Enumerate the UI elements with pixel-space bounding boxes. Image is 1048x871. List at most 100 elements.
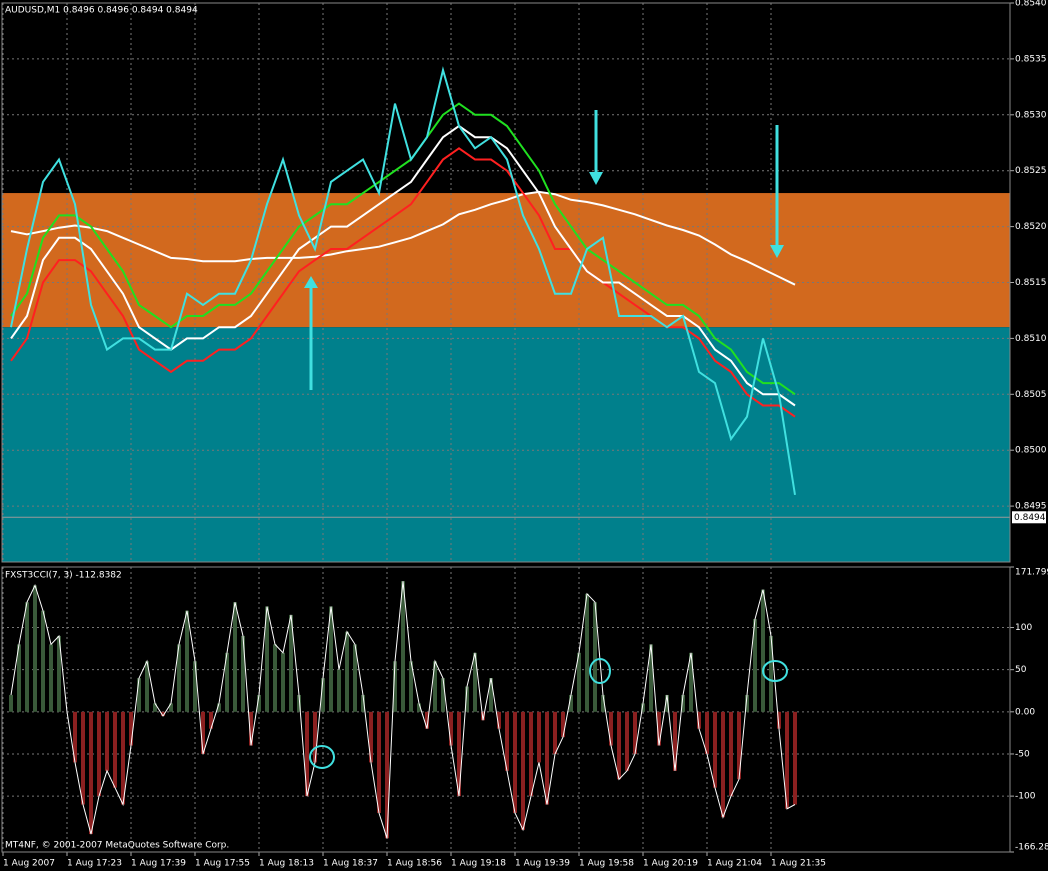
histogram-bar	[769, 635, 773, 712]
histogram-bar	[753, 619, 757, 712]
histogram-bar	[33, 585, 37, 712]
histogram-bar	[25, 602, 29, 712]
histogram-bar	[401, 581, 405, 712]
price-line	[10, 124, 796, 407]
y-tick-label: 0.8540	[1015, 0, 1047, 9]
histogram-bar	[569, 694, 573, 712]
histogram-bar	[41, 610, 45, 712]
histogram-bar	[577, 652, 581, 712]
y-tick-label: 0.00	[1015, 707, 1035, 717]
histogram-bar	[745, 694, 749, 712]
histogram-bar	[345, 631, 349, 712]
histogram-bar	[233, 602, 237, 712]
histogram-bar	[617, 711, 621, 780]
x-tick-label: 1 Aug 17:55	[195, 859, 250, 869]
histogram-bar	[73, 711, 77, 763]
histogram-bar	[81, 711, 85, 805]
histogram-bar	[737, 711, 741, 780]
y-tick-label: 171.799	[1015, 568, 1048, 578]
histogram-bar	[417, 703, 421, 712]
x-tick-label: 1 Aug 19:58	[579, 859, 634, 869]
histogram-bar	[777, 711, 781, 729]
histogram-bar	[281, 652, 285, 712]
histogram-bar	[625, 711, 629, 771]
oscillator-panel: 171.799 100 50 0.00 -50 -100 -166.289 1 Aug 200…	[1, 566, 1048, 869]
chart-title: AUDUSD,M1 0.8496 0.8496 0.8494 0.8494	[5, 6, 198, 16]
y-tick-label: -100	[1015, 792, 1036, 802]
histogram-bar	[393, 661, 397, 712]
histogram-bar	[297, 694, 301, 712]
histogram-bar	[729, 711, 733, 797]
price-line	[10, 190, 796, 286]
histogram-bar	[305, 711, 309, 797]
histogram-bar	[505, 711, 509, 771]
histogram-bar	[561, 711, 565, 738]
histogram-bar	[481, 711, 485, 721]
indicator-title: FXST3CCI(7, 3) -112.8382	[5, 571, 122, 581]
histogram-bar	[793, 711, 797, 805]
x-tick-label: 1 Aug 19:39	[515, 859, 570, 869]
histogram-bar	[697, 711, 701, 729]
x-tick-label: 1 Aug 18:13	[259, 859, 314, 869]
histogram-bar	[361, 694, 365, 712]
up-arrow-head	[304, 276, 318, 288]
y-tick-label: 0.8520	[1015, 222, 1047, 232]
histogram-bar	[337, 669, 341, 712]
histogram-bar	[385, 711, 389, 839]
histogram-bar	[369, 711, 373, 763]
y-tick-label: 100	[1015, 623, 1032, 633]
histogram-bar	[601, 694, 605, 712]
y-tick-label: 0.8500	[1015, 446, 1047, 456]
histogram-bar	[313, 711, 317, 763]
y-tick-label: -166.289	[1015, 843, 1048, 853]
histogram-bar	[273, 644, 277, 712]
y-tick-label: 0.8510	[1015, 334, 1047, 344]
histogram-bar	[321, 678, 325, 712]
panel-border	[1, 2, 1011, 563]
histogram-bar	[265, 606, 269, 712]
histogram-bar	[225, 652, 229, 712]
histogram-bar	[545, 711, 549, 805]
histogram-bar	[713, 711, 717, 788]
histogram-bar	[529, 711, 533, 797]
histogram-bar	[241, 635, 245, 712]
histogram-bar	[49, 644, 53, 712]
price-panel: 0.8495 0.8500 0.8505 0.8510 0.8515 0.8520 0.85…	[1, 0, 1047, 563]
oscillator-line	[10, 581, 796, 839]
histogram-bar	[329, 606, 333, 712]
down-arrow-head	[589, 172, 603, 185]
panel-border	[1, 566, 1011, 853]
histogram-bar	[673, 711, 677, 771]
histogram-bar	[585, 593, 589, 712]
x-tick-label: 1 Aug 21:35	[771, 859, 826, 869]
histogram-bar	[657, 711, 661, 746]
histogram-bar	[489, 678, 493, 712]
histogram-bar	[633, 711, 637, 754]
histogram-bar	[257, 694, 261, 712]
signal-circle	[762, 660, 788, 682]
histogram-bar	[473, 652, 477, 712]
histogram-bar	[121, 711, 125, 805]
histogram-bar	[497, 711, 501, 729]
x-tick-label: 1 Aug 21:04	[707, 859, 762, 869]
histogram-bar	[457, 711, 461, 797]
x-tick-label: 1 Aug 17:23	[67, 859, 122, 869]
histogram-bar	[169, 703, 173, 712]
y-tick-label: 50	[1015, 665, 1027, 675]
histogram-bar	[705, 711, 709, 754]
histogram-bar	[209, 711, 213, 729]
histogram-bar	[105, 711, 109, 771]
histogram-bar	[593, 602, 597, 712]
copyright: MT4NF, © 2001-2007 MetaQuotes Software C…	[5, 841, 229, 851]
signal-circle	[589, 658, 611, 684]
histogram-bar	[137, 678, 141, 712]
histogram-bar	[97, 711, 101, 797]
histogram-bar	[177, 644, 181, 712]
price-line	[10, 66, 796, 496]
signal-circle	[309, 745, 335, 769]
histogram-bar	[721, 711, 725, 818]
histogram-bar	[217, 703, 221, 712]
y-tick-label: 0.8530	[1015, 110, 1047, 120]
y-tick-label: 0.8505	[1015, 390, 1047, 400]
